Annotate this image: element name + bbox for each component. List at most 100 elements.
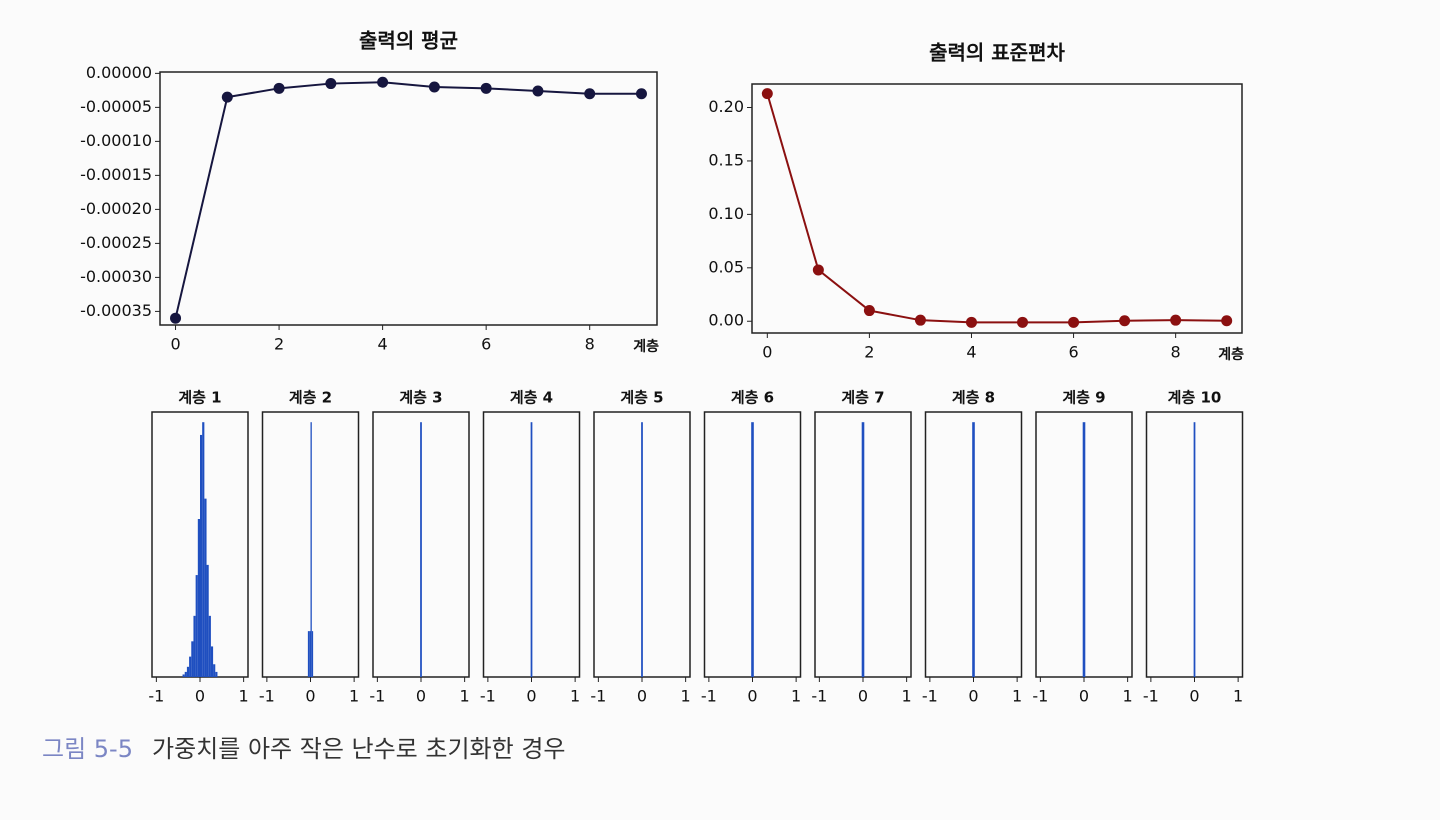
x-tick-label: 1 [681, 687, 691, 706]
histogram-bar [204, 498, 207, 677]
chart-title: 계층 7 [841, 389, 884, 407]
data-point [428, 81, 440, 93]
data-point [1119, 315, 1131, 327]
x-tick-label: -1 [922, 687, 938, 706]
chart-title: 계층 1 [178, 389, 221, 407]
data-point [863, 305, 875, 317]
chart-title: 출력의 평균 [359, 29, 458, 53]
data-point [480, 82, 492, 94]
chart-title: 계층 6 [731, 389, 774, 407]
x-tick-label: 0 [170, 335, 180, 354]
x-tick-label: -1 [259, 687, 275, 706]
y-tick-label: -0.00005 [80, 97, 152, 116]
x-tick-label: 0 [1189, 687, 1199, 706]
histogram-bar [208, 615, 211, 677]
data-point [584, 88, 596, 100]
chart-title: 출력의 표준편차 [929, 41, 1065, 65]
histogram-bar [193, 615, 196, 677]
data-point [1068, 316, 1080, 328]
x-tick-label: 1 [349, 687, 359, 706]
histogram-bar [972, 422, 975, 677]
data-point [377, 76, 389, 88]
x-tick-label: 1 [1012, 687, 1022, 706]
histogram-bar [861, 422, 865, 677]
histogram-bar [213, 664, 216, 677]
y-tick-label: -0.00035 [80, 301, 152, 320]
y-tick-label: 0.10 [708, 204, 744, 223]
data-point [273, 82, 285, 94]
x-tick-label: 1 [1123, 687, 1133, 706]
x-tick-label: 8 [585, 335, 595, 354]
data-point [1017, 316, 1029, 328]
plot-frame [159, 71, 658, 326]
series-line [174, 81, 642, 319]
x-tick-label: 0 [305, 687, 315, 706]
data-point [170, 312, 182, 324]
data-point [1170, 314, 1182, 326]
data-point [635, 88, 647, 100]
x-tick-label: -1 [369, 687, 385, 706]
data-point [761, 88, 773, 100]
histogram-bar [307, 631, 310, 677]
y-tick-label: 0.20 [708, 97, 744, 116]
x-tick-label: 6 [1068, 343, 1078, 362]
histogram-bar [210, 646, 214, 677]
x-tick-label: 1 [791, 687, 801, 706]
y-tick-label: -0.00020 [80, 199, 152, 218]
histogram-bar [310, 422, 312, 677]
x-tick-label: 1 [1233, 687, 1243, 706]
x-tick-label: 1 [239, 687, 249, 706]
y-tick-label: 0.00000 [86, 63, 152, 82]
x-tick-label: 0 [858, 687, 868, 706]
caption-label: 그림 5-5 [42, 735, 133, 763]
x-tick-label: 0 [762, 343, 772, 362]
chart-title: 계층 4 [510, 389, 553, 407]
x-tick-label: 0 [416, 687, 426, 706]
histogram-bar [197, 519, 200, 677]
histogram-bar [751, 422, 754, 677]
x-tick-label: -1 [701, 687, 717, 706]
histogram-bar [184, 671, 187, 677]
x-tick-label: 0 [526, 687, 536, 706]
chart-title: 계층 3 [399, 389, 442, 407]
chart-title: 계층 10 [1168, 389, 1222, 407]
histogram-bar [195, 575, 198, 677]
histogram-bar [530, 422, 533, 677]
x-tick-label: 0 [747, 687, 757, 706]
x-tick-label: 4 [966, 343, 976, 362]
y-tick-label: 0.15 [708, 150, 744, 169]
x-tick-label: 2 [274, 335, 284, 354]
y-tick-label: -0.00015 [80, 165, 152, 184]
data-point [221, 91, 233, 103]
data-point [965, 316, 977, 328]
chart-title: 계층 5 [620, 389, 663, 407]
histogram-bar [182, 674, 185, 677]
caption-text: 가중치를 아주 작은 난수로 초기화한 경우 [152, 735, 566, 763]
x-tick-label: -1 [1143, 687, 1159, 706]
data-point [812, 264, 824, 276]
data-point [1221, 315, 1233, 327]
histogram-bar [1193, 422, 1196, 677]
histogram-bar [215, 671, 218, 677]
y-tick-label: 0.00 [708, 311, 744, 330]
x-tick-label: 0 [968, 687, 978, 706]
x-tick-label: -1 [811, 687, 827, 706]
x-tick-label: 8 [1171, 343, 1181, 362]
chart-title: 계층 8 [952, 389, 995, 407]
histogram-bar [309, 631, 311, 677]
x-tick-label: 0 [195, 687, 205, 706]
y-tick-label: -0.00010 [80, 131, 152, 150]
histogram-bar [420, 422, 422, 677]
x-tick-label: 2 [864, 343, 874, 362]
x-tick-label: 0 [637, 687, 647, 706]
data-point [532, 85, 544, 97]
series-line [766, 93, 1227, 324]
histogram-bar [200, 434, 203, 677]
x-tick-label: 1 [902, 687, 912, 706]
y-tick-label: -0.00030 [80, 267, 152, 286]
x-tick-label: 1 [570, 687, 580, 706]
histogram-bar [311, 631, 314, 677]
x-axis-label: 계층 [1218, 347, 1244, 363]
histogram-bar [1082, 422, 1086, 677]
